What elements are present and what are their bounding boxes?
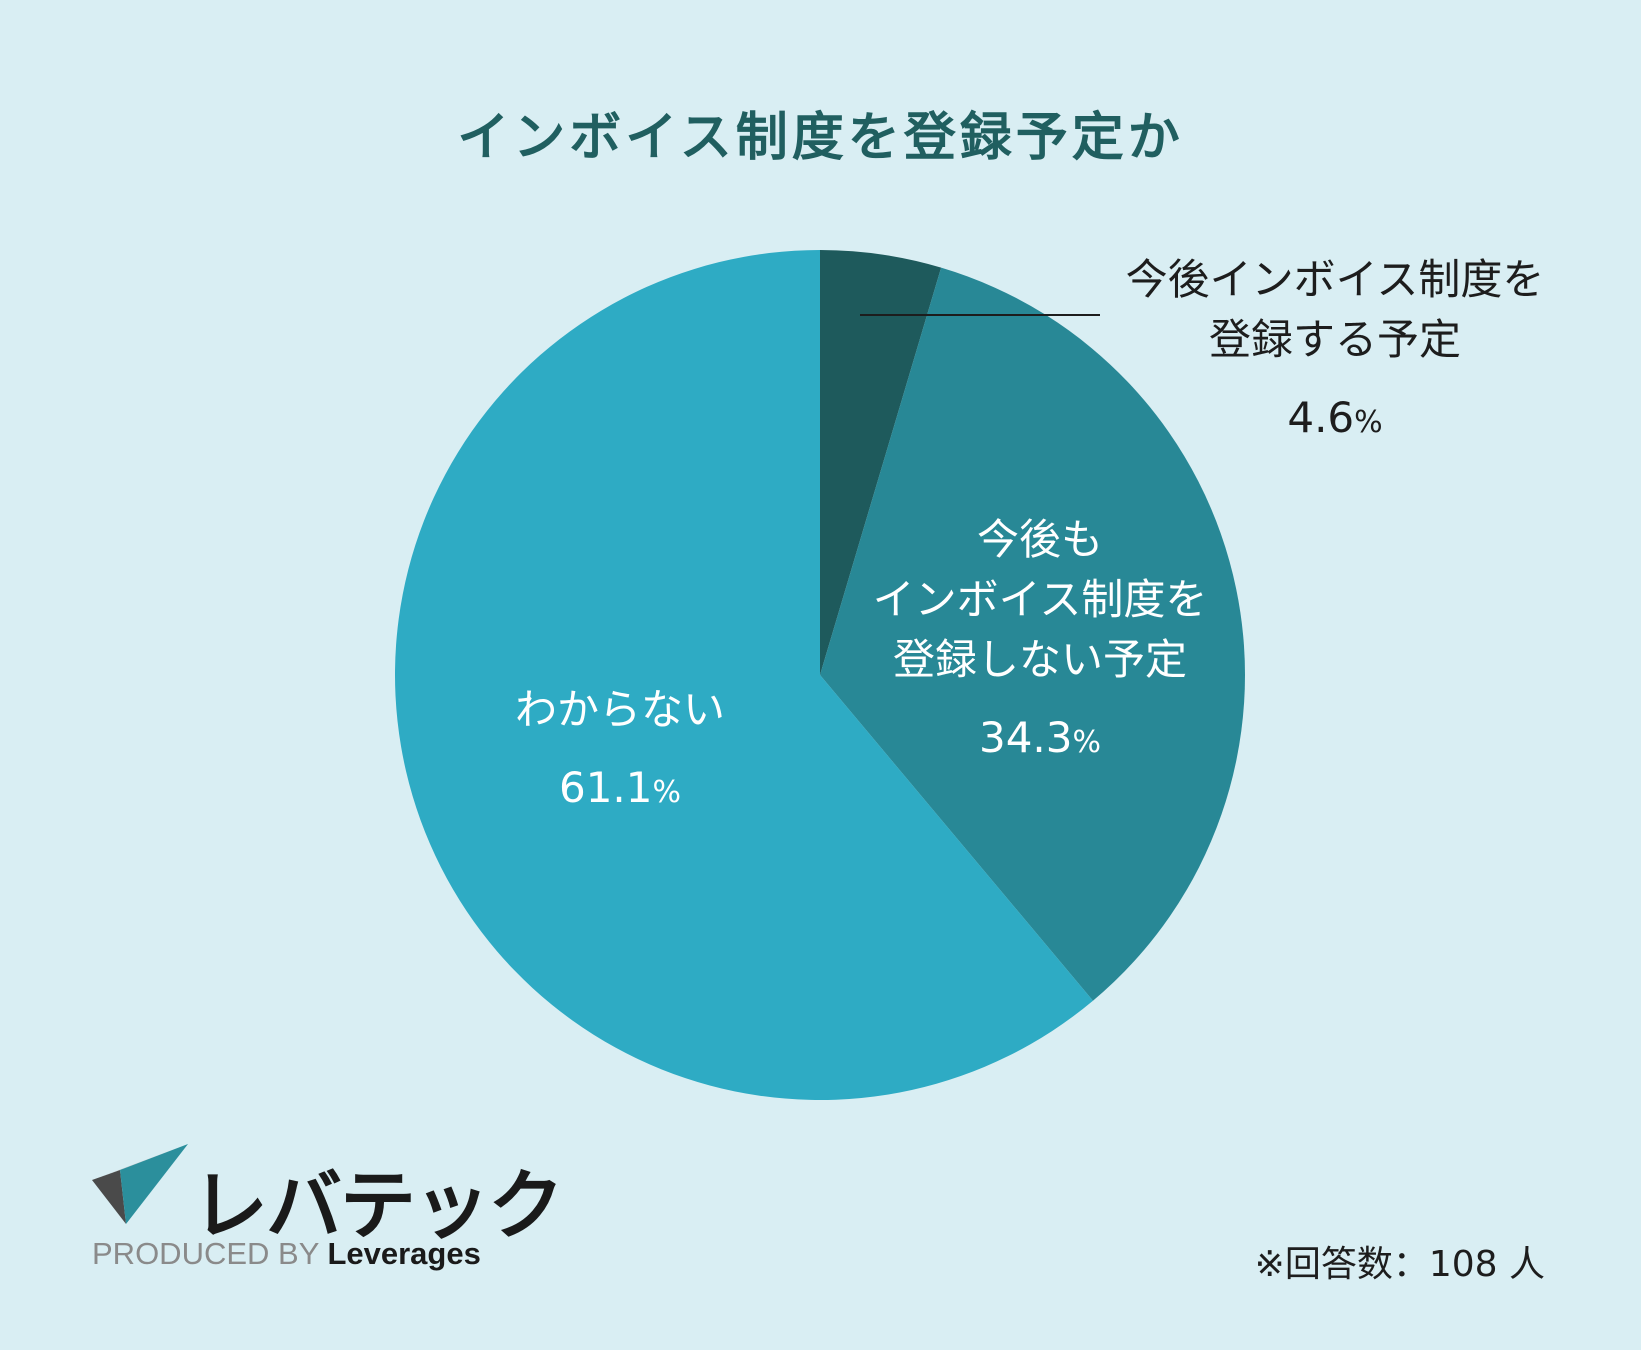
slice-unknown xyxy=(394,250,1093,1100)
slice-value-label: 34.3% xyxy=(978,713,1102,762)
logo-wordmark: レバテック xyxy=(192,1161,564,1250)
logo-brand: Leverages xyxy=(327,1236,481,1271)
slice-label-line: 今後も xyxy=(976,515,1103,564)
slice-label-unknown: わからない 61.1% xyxy=(470,680,770,823)
slice-label-line: インボイス制度を xyxy=(872,575,1208,624)
levtech-logo: レバテック PRODUCED BY Leverages xyxy=(92,1140,564,1290)
slice-register xyxy=(820,250,942,675)
slice-label-line: 登録する予定 xyxy=(1208,315,1461,364)
respondent-count-footnote: ※回答数：108 人 xyxy=(1254,1244,1545,1285)
slice-label-line: 今後インボイス制度を xyxy=(1125,255,1545,304)
slice-not-register xyxy=(820,267,1245,1001)
slice-value-label: 61.1% xyxy=(558,763,682,812)
slice-label-line: 登録しない予定 xyxy=(892,635,1187,684)
slice-value-label: 4.6% xyxy=(1287,393,1383,442)
slice-label-line: わからない xyxy=(514,685,725,734)
logo-check-icon xyxy=(92,1144,188,1224)
chart-title: インボイス制度を登録予定か xyxy=(457,108,1184,168)
slice-label-register: 今後インボイス制度を 登録する予定 4.6% xyxy=(1100,250,1570,453)
produced-by-text: PRODUCED BY Leverages xyxy=(92,1236,481,1271)
slice-label-not-register: 今後も インボイス制度を 登録しない予定 34.3% xyxy=(840,510,1240,773)
